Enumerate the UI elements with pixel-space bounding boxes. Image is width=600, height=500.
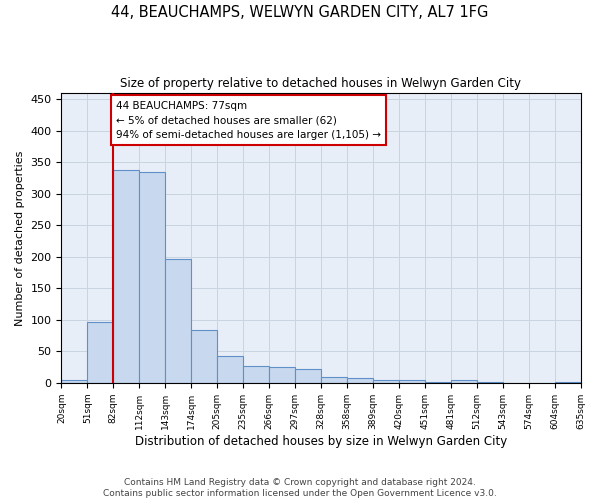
Bar xyxy=(61,380,88,383)
Bar xyxy=(165,258,191,383)
Bar xyxy=(425,382,451,383)
Bar xyxy=(321,377,347,383)
Text: 44 BEAUCHAMPS: 77sqm
← 5% of detached houses are smaller (62)
94% of semi-detach: 44 BEAUCHAMPS: 77sqm ← 5% of detached ho… xyxy=(116,100,381,140)
Bar xyxy=(269,367,295,383)
Text: Contains HM Land Registry data © Crown copyright and database right 2024.
Contai: Contains HM Land Registry data © Crown c… xyxy=(103,478,497,498)
Y-axis label: Number of detached properties: Number of detached properties xyxy=(15,150,25,326)
Text: 44, BEAUCHAMPS, WELWYN GARDEN CITY, AL7 1FG: 44, BEAUCHAMPS, WELWYN GARDEN CITY, AL7 … xyxy=(112,5,488,20)
Bar xyxy=(399,380,425,383)
Bar xyxy=(295,369,321,383)
Bar xyxy=(243,366,269,383)
Bar xyxy=(191,330,217,383)
Bar xyxy=(139,172,165,383)
Bar xyxy=(373,380,399,383)
Bar xyxy=(347,378,373,383)
Bar xyxy=(451,380,476,383)
X-axis label: Distribution of detached houses by size in Welwyn Garden City: Distribution of detached houses by size … xyxy=(135,434,507,448)
Title: Size of property relative to detached houses in Welwyn Garden City: Size of property relative to detached ho… xyxy=(121,78,521,90)
Bar xyxy=(554,382,581,383)
Bar xyxy=(476,382,503,383)
Bar xyxy=(217,356,243,383)
Bar xyxy=(113,170,139,383)
Bar xyxy=(88,322,113,383)
